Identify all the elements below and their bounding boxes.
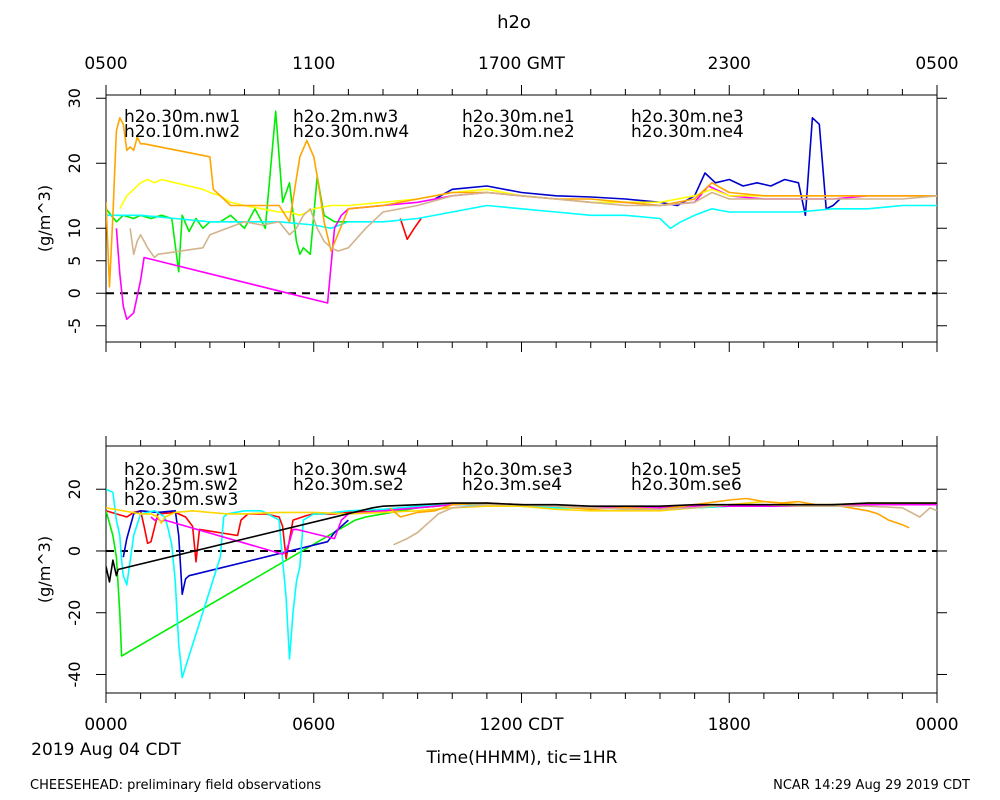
x-tick-label-bottom: 1200 CDT [479, 715, 564, 735]
legend-entry: h2o.30m.ne4 [631, 122, 744, 142]
legend-entry: h2o.30m.se3 [462, 460, 573, 480]
x-axis-label: Time(HHMM), tic=1HR [426, 748, 618, 768]
chart-title: h2o [497, 12, 531, 33]
x-tick-label-top: 1700 GMT [478, 54, 566, 74]
legend-entry: h2o.30m.se6 [631, 475, 742, 495]
series-line-h2o.30m.nw4 [106, 204, 937, 230]
x-tick-label-bottom: 0600 [292, 715, 335, 735]
x-tick-label-bottom: 1800 [708, 715, 751, 735]
legend-entry: h2o.25m.sw2 [124, 475, 238, 495]
y-tick-label: 30 [65, 88, 84, 108]
series-group [106, 110, 937, 321]
x-tick-label-bottom: 0000 [84, 715, 127, 735]
series-line-h2o.30m.se2 [150, 502, 937, 555]
y-tick-label: 20 [65, 153, 84, 173]
y-tick-label: 5 [65, 256, 84, 266]
legend-entry: h2o.10m.se5 [631, 460, 742, 480]
y-tick-label: 0 [65, 288, 84, 298]
series-line-h2o.30m.se6 [106, 502, 937, 583]
y-tick-label: -20 [65, 600, 84, 626]
series-line-h2o.30m.sw4 [106, 488, 937, 679]
legend-entry: h2o.30m.sw4 [293, 460, 407, 480]
legend-entry: h2o.30m.se2 [293, 475, 404, 495]
x-tick-label-top: 0500 [84, 54, 127, 74]
y-tick-label: 10 [65, 218, 84, 238]
series-line-h2o.25m.sw2 [106, 503, 937, 657]
series-line-h2o.10m.nw2 [106, 110, 349, 273]
footer-right: NCAR 14:29 Aug 29 2019 CDT [773, 778, 970, 793]
legend-entry: h2o.30m.ne1 [462, 107, 575, 127]
y-tick-label: -40 [65, 661, 84, 687]
x-tick-label-top: 2300 [708, 54, 751, 74]
legend-entry: h2o.30m.ne3 [631, 107, 744, 127]
series-line-h2o.30m.ne4 [129, 191, 937, 259]
x-tick-label-top: 0500 [915, 54, 958, 74]
legend-entry: h2o.30m.nw4 [293, 122, 409, 142]
series-line-h2o.30m.nw1 [399, 218, 422, 241]
series-line-h2o.3m.se4 [389, 497, 910, 529]
x-tick-label-bottom: 0000 [915, 715, 958, 735]
series-line-h2o.30m.sw3 [122, 509, 349, 596]
legend-entry: h2o.30m.sw3 [124, 490, 238, 510]
legend-entry: h2o.30m.ne2 [462, 122, 575, 142]
footer-left: CHEESEHEAD: preliminary field observatio… [30, 778, 321, 793]
series-line-h2o.30m.ne2 [119, 178, 937, 217]
x-tick-label-top: 1100 [292, 54, 335, 74]
series-line-h2o.10m.se5 [393, 503, 937, 546]
legend-entry: h2o.30m.sw1 [124, 460, 238, 480]
legend-entry: h2o.2m.nw3 [293, 107, 398, 127]
y-tick-label: -5 [65, 318, 84, 334]
series-line-h2o.30m.ne3 [106, 117, 937, 288]
y-axis-label: (g/m^3) [35, 536, 54, 603]
legend-entry: h2o.30m.nw1 [124, 107, 240, 127]
y-tick-label: 0 [65, 546, 84, 556]
y-axis-label: (g/m^3) [35, 185, 54, 252]
legend-entry: h2o.10m.nw2 [124, 122, 240, 142]
series-group [106, 488, 937, 679]
series-line-h2o.2m.nw3 [434, 117, 841, 217]
legend-entry: h2o.3m.se4 [462, 475, 562, 495]
y-tick-label: 20 [65, 479, 84, 499]
date-label: 2019 Aug 04 CDT [31, 740, 181, 760]
series-line-h2o.30m.se3 [106, 500, 937, 525]
